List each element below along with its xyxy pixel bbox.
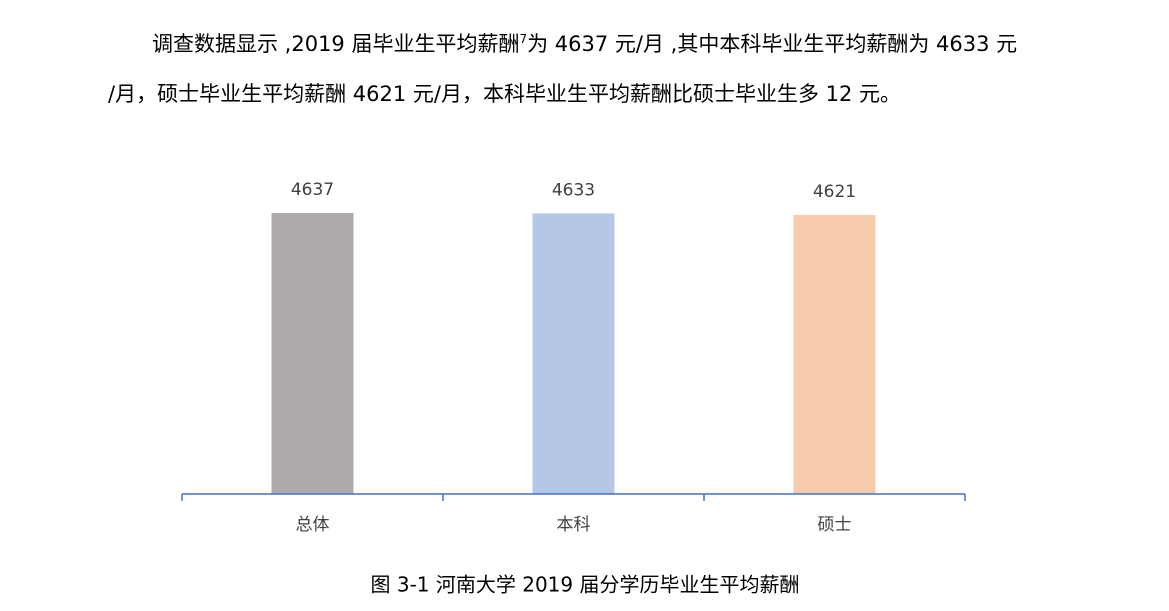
x-tick-label: 总体 — [296, 515, 330, 535]
x-tick-label: 本科 — [557, 515, 591, 535]
data-label: 4637 — [291, 180, 334, 200]
paragraph-line: 调查数据显示 ,2019 届毕业生平均薪酬7为 4637 元/月 ,其中本科毕业… — [152, 28, 1017, 58]
x-tick-label: 硕士 — [818, 515, 852, 535]
text: 调查数据显示 ,2019 届毕业生平均薪酬 — [152, 32, 520, 56]
paragraph-line: /月，硕士毕业生平均薪酬 4621 元/月，本科毕业生平均薪酬比硕士毕业生多 1… — [108, 82, 902, 106]
bar — [532, 213, 615, 494]
caption: 图 3-1 河南大学 2019 届分学历毕业生平均薪酬 — [371, 573, 800, 597]
data-label: 4621 — [813, 182, 856, 202]
footnote-mark: 7 — [519, 32, 528, 46]
bar — [271, 212, 354, 495]
data-label: 4633 — [552, 180, 595, 200]
bar — [793, 214, 876, 495]
text: 为 4637 元/月 ,其中本科毕业生平均薪酬为 4633 元 — [527, 32, 1018, 56]
